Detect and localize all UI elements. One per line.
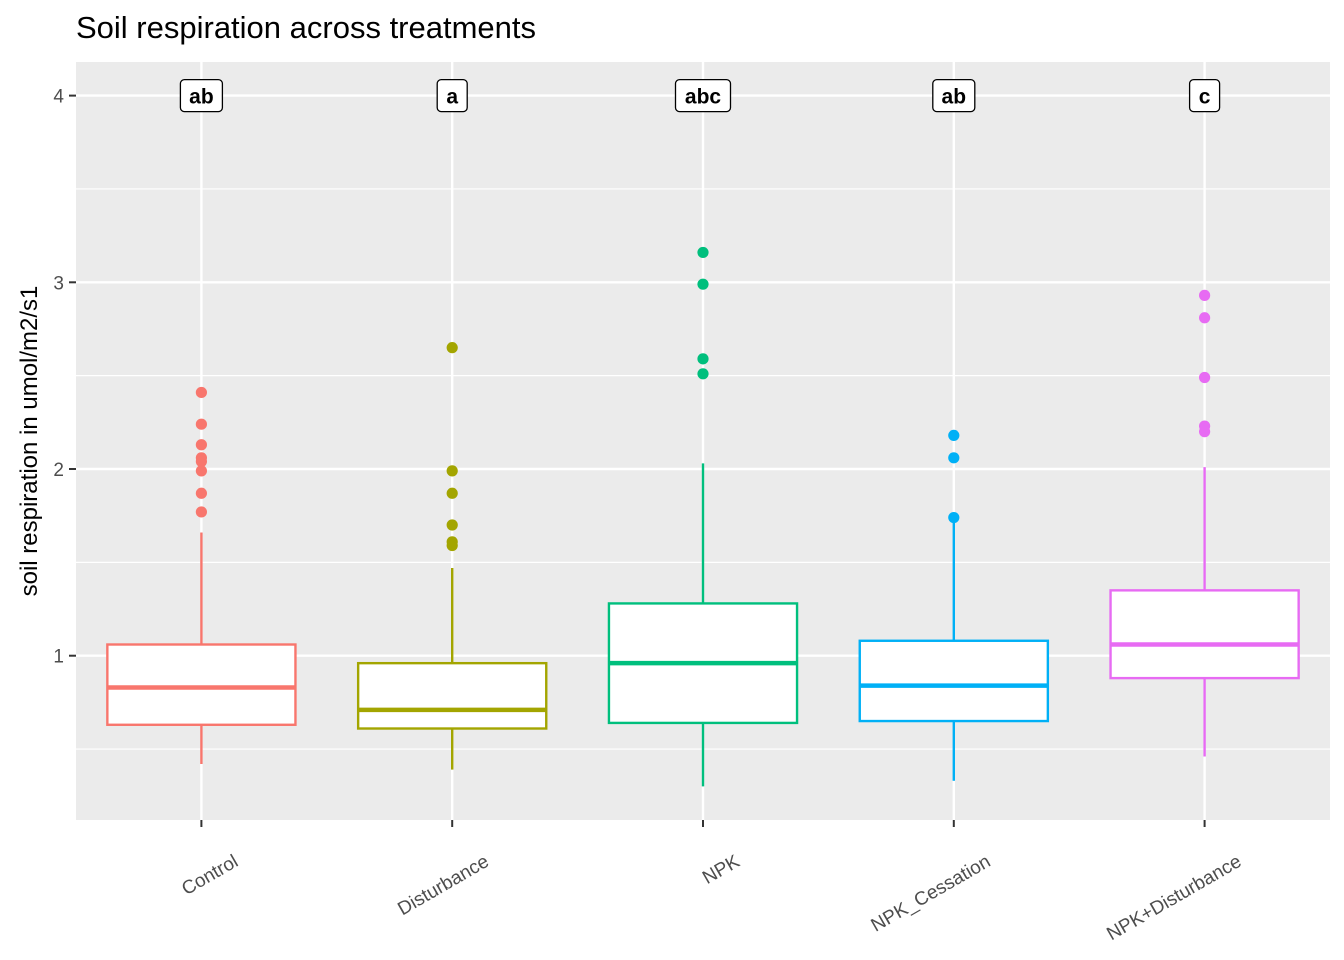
- y-tick-label: 4: [53, 87, 64, 108]
- letter-label: ab: [189, 86, 214, 109]
- x-tick-label: NPK: [699, 851, 744, 889]
- outlier-point: [1199, 371, 1211, 384]
- outlier-point: [948, 429, 960, 441]
- boxplot-NPK+Disturbance: [1109, 289, 1300, 757]
- outlier-point: [446, 342, 458, 354]
- outlier-point: [195, 465, 207, 477]
- y-tick-label: 2: [53, 460, 64, 481]
- letter-label-box: [674, 78, 732, 113]
- chart-title: Soil respiration across treatments: [76, 10, 536, 45]
- box: [858, 639, 1050, 723]
- outlier-point: [948, 452, 960, 464]
- significance-letter-Disturbance: a: [436, 78, 468, 113]
- outlier-point: [195, 452, 207, 464]
- boxplot-NPK: [607, 246, 799, 787]
- box: [106, 643, 297, 726]
- boxplot-Control: [106, 386, 297, 764]
- box: [356, 661, 548, 730]
- significance-letter-Control: ab: [179, 78, 224, 113]
- letter-label-box: [179, 78, 224, 113]
- outlier-point: [446, 487, 458, 499]
- significance-letter-NPK: abc: [674, 78, 732, 113]
- significance-letter-NPK_Cessation: ab: [932, 78, 976, 113]
- boxplots: [106, 246, 1300, 787]
- outlier-point: [195, 506, 207, 518]
- outlier-point: [446, 465, 458, 477]
- significance-letter-NPK+Disturbance: c: [1188, 78, 1221, 113]
- y-tick-label: 3: [53, 273, 64, 294]
- letter-label-box: [436, 78, 468, 113]
- boxplot-NPK_Cessation: [858, 429, 1050, 781]
- outlier-point: [697, 368, 709, 380]
- significance-letters: ab a abc ab c: [179, 78, 1221, 113]
- boxplot-Disturbance: [356, 342, 548, 770]
- outlier-point: [446, 536, 458, 548]
- outlier-point: [697, 246, 709, 259]
- outlier-point: [195, 386, 207, 399]
- outlier-point: [948, 511, 960, 524]
- outlier-point: [697, 278, 709, 290]
- outlier-point: [1199, 289, 1211, 301]
- x-tick-label: NPK_Cessation: [868, 851, 995, 936]
- box: [1109, 589, 1300, 680]
- outlier-point: [1199, 420, 1211, 432]
- outlier-point: [195, 439, 207, 451]
- letter-label: c: [1199, 86, 1211, 109]
- letter-label: abc: [685, 86, 722, 109]
- y-axis-label: soil respiration in umol/m2/s1: [16, 286, 43, 597]
- outlier-point: [195, 418, 207, 430]
- letter-label-box: [932, 78, 976, 113]
- x-tick-label: Disturbance: [394, 851, 492, 920]
- x-tick-label: NPK+Disturbance: [1103, 851, 1245, 945]
- outlier-point: [195, 487, 207, 499]
- outlier-point: [697, 353, 709, 365]
- letter-label: ab: [942, 86, 967, 109]
- letter-label-box: [1188, 78, 1221, 113]
- outlier-point: [1199, 312, 1211, 324]
- y-tick-label: 1: [53, 647, 64, 668]
- outlier-point: [446, 519, 458, 531]
- letter-label: a: [446, 86, 458, 109]
- x-tick-label: Control: [178, 851, 242, 900]
